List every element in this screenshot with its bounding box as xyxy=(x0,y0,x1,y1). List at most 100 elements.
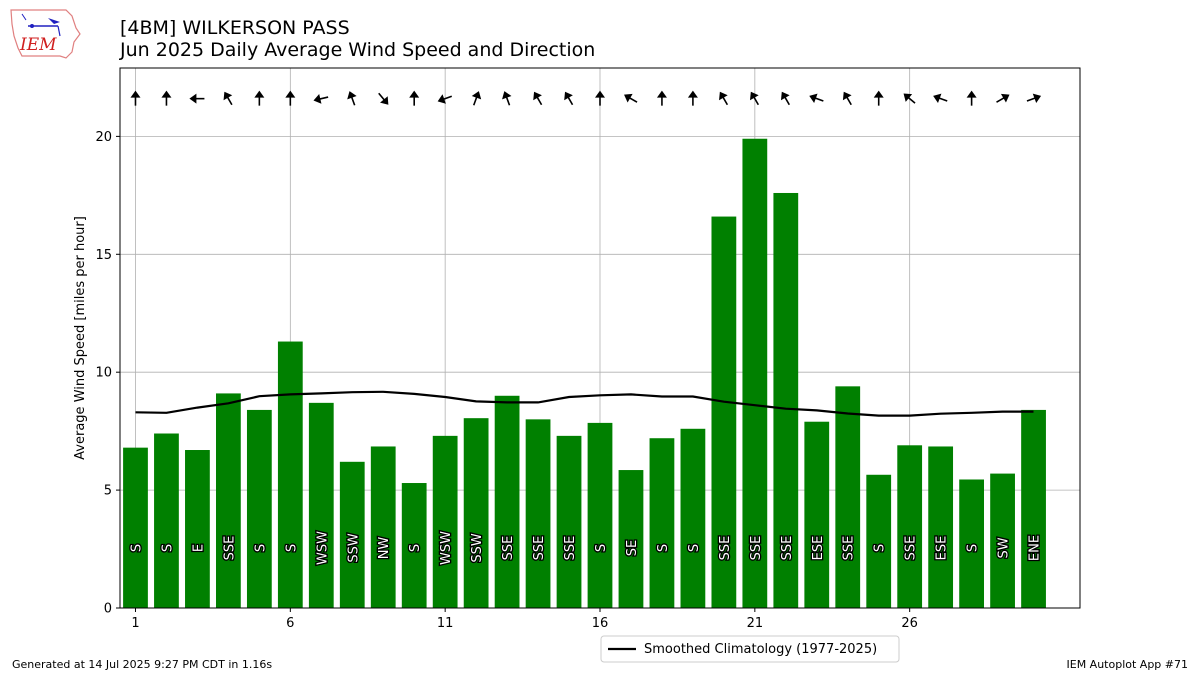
wind-arrow xyxy=(933,93,948,104)
direction-label: S xyxy=(408,544,423,552)
wind-arrow xyxy=(409,90,420,106)
y-tick-label: 15 xyxy=(95,248,112,263)
x-tick-label: 1 xyxy=(131,616,139,631)
wind-arrow xyxy=(502,91,512,106)
bar xyxy=(866,474,892,608)
wind-arrow xyxy=(471,91,482,106)
wind-arrow xyxy=(313,94,329,104)
wind-arrow xyxy=(189,93,205,104)
wind-arrow xyxy=(750,91,760,106)
bar xyxy=(897,445,923,608)
bar xyxy=(680,428,706,608)
wind-arrow xyxy=(903,93,916,104)
direction-label: SSE xyxy=(749,536,764,561)
arrow-head xyxy=(564,91,573,101)
y-axis-label: Average Wind Speed [miles per hour] xyxy=(73,216,88,460)
x-tick-label: 21 xyxy=(747,616,764,631)
direction-label: SSE xyxy=(842,536,857,561)
bar xyxy=(804,421,830,608)
bar xyxy=(432,435,458,608)
generated-note: Generated at 14 Jul 2025 9:27 PM CDT in … xyxy=(12,658,273,671)
wind-arrow xyxy=(161,90,172,106)
arrow-head xyxy=(130,90,141,98)
direction-labels: S S E SSE S S WSW SSW NW S WSW SSW SSE SSE SSE S SE S S SSE… xyxy=(128,530,1044,567)
wind-arrow xyxy=(347,91,357,106)
bar xyxy=(773,192,799,609)
arrow-head xyxy=(656,90,667,98)
direction-label: SSE xyxy=(780,536,795,561)
bar xyxy=(742,138,768,608)
wind-arrow xyxy=(437,94,453,104)
direction-label: E xyxy=(191,544,206,552)
wind-arrow xyxy=(1026,93,1042,104)
climatology-line-group xyxy=(135,390,1034,417)
direction-label: S xyxy=(873,544,888,552)
direction-label: SSW xyxy=(470,533,485,563)
svg-text:IEM: IEM xyxy=(19,35,57,55)
direction-label: S xyxy=(129,544,144,552)
x-tick-label: 11 xyxy=(437,616,454,631)
bar xyxy=(835,386,861,608)
chart-subtitle: Jun 2025 Daily Average Wind Speed and Di… xyxy=(120,39,596,61)
direction-label: S xyxy=(160,544,175,552)
direction-label: SSW xyxy=(346,533,361,563)
bar xyxy=(1021,409,1046,608)
bar xyxy=(587,422,613,608)
wind-arrow xyxy=(719,91,729,106)
direction-label: S xyxy=(284,544,299,552)
arrow-head xyxy=(933,93,942,104)
wind-arrow xyxy=(842,91,852,106)
arrow-head xyxy=(809,93,818,104)
direction-label: S xyxy=(594,544,609,552)
bar xyxy=(959,479,984,608)
arrow-head xyxy=(533,91,542,101)
direction-label: SW xyxy=(997,537,1012,558)
arrow-head xyxy=(347,91,357,100)
arrow-head xyxy=(624,93,633,103)
chart-title: [4BM] WILKERSON PASS xyxy=(120,17,350,39)
legend: Smoothed Climatology (1977-2025) xyxy=(600,635,900,663)
direction-label: ENE xyxy=(1028,535,1043,561)
x-tick-label: 26 xyxy=(901,616,918,631)
bar xyxy=(556,435,582,608)
y-tick-label: 5 xyxy=(104,484,112,499)
arrow-head xyxy=(780,91,790,101)
arrow-head xyxy=(719,91,728,101)
legend-label: Smoothed Climatology (1977-2025) xyxy=(644,642,877,657)
y-tick-label: 10 xyxy=(95,366,112,381)
bar xyxy=(154,433,179,608)
wind-arrow xyxy=(378,92,389,105)
wind-arrow xyxy=(996,93,1010,103)
wind-arrow xyxy=(595,90,605,106)
direction-label: SSE xyxy=(563,536,578,561)
y-tick-label: 20 xyxy=(95,130,112,145)
bar xyxy=(370,446,396,608)
bar xyxy=(990,473,1015,608)
app-credit: IEM Autoplot App #71 xyxy=(1066,658,1189,671)
arrow-head xyxy=(223,91,233,101)
bar xyxy=(185,450,210,608)
direction-label: SSE xyxy=(222,536,237,561)
legend-box xyxy=(600,635,900,663)
wind-arrow xyxy=(656,90,667,106)
bar-series xyxy=(123,138,1046,609)
bar xyxy=(339,461,365,608)
bar xyxy=(928,446,954,608)
arrow-head xyxy=(966,90,977,98)
direction-label: SSE xyxy=(718,536,733,561)
arrow-head xyxy=(1000,93,1010,103)
arrow-head xyxy=(750,91,759,101)
wind-arrow xyxy=(873,90,884,106)
arrow-head xyxy=(502,91,512,100)
bar xyxy=(401,483,427,608)
direction-label: WSW xyxy=(439,531,454,565)
wind-arrow xyxy=(780,91,790,106)
bar xyxy=(277,341,303,608)
direction-label: SE xyxy=(625,540,640,556)
wind-arrow xyxy=(966,90,977,106)
direction-label: SSE xyxy=(904,536,919,561)
bar xyxy=(618,470,644,608)
direction-label: S xyxy=(656,544,671,552)
